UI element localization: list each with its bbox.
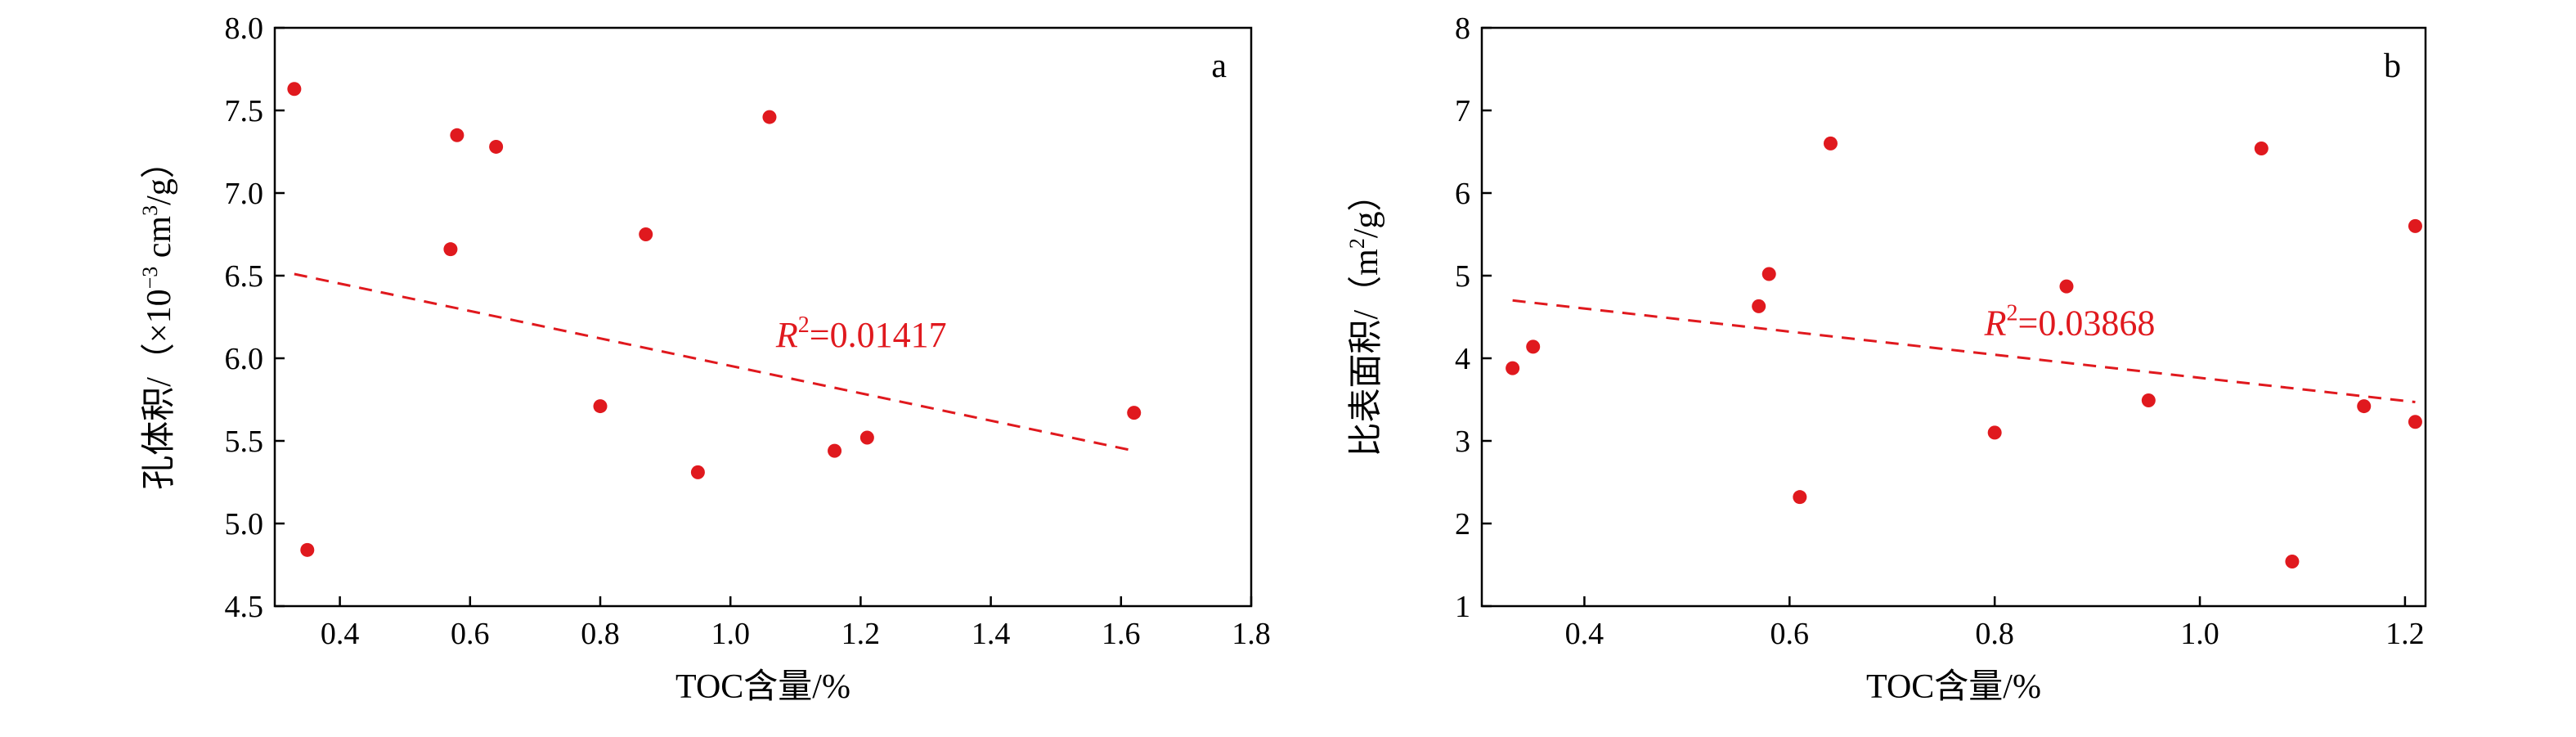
x-tick-label: 0.8 (1975, 617, 2014, 651)
x-tick-label: 0.6 (1770, 617, 1810, 651)
y-tick-label: 6 (1455, 177, 1470, 211)
x-tick-label: 1.0 (2180, 617, 2219, 651)
data-point (450, 128, 464, 142)
data-point (690, 465, 705, 479)
data-point (828, 443, 842, 458)
data-point (2285, 554, 2300, 568)
data-point (2059, 279, 2074, 294)
panel-label: a (1211, 47, 1227, 85)
y-tick-label: 7.5 (225, 94, 264, 128)
trendline (1512, 299, 2416, 404)
data-point (300, 542, 315, 557)
x-tick-label: 0.8 (581, 617, 620, 651)
x-axis-label: TOC含量/% (675, 668, 850, 706)
y-tick-label: 5 (1455, 259, 1470, 294)
r-squared-annotation: R2=0.01417 (775, 312, 947, 355)
y-tick-label: 7 (1455, 94, 1470, 128)
y-tick-label: 8 (1455, 11, 1470, 46)
data-point (1127, 406, 1142, 420)
data-point (2408, 218, 2422, 233)
chart-panel-b: 0.4 0.6 0.8 1.0 1.2 1 2 3 4 5 6 7 8 TOC含量/% 比表面积/（m2/g… (1345, 11, 2427, 706)
data-point (2408, 415, 2422, 429)
data-point (287, 82, 302, 97)
y-tick-label: 8.0 (225, 11, 264, 46)
panel-label: b (2384, 47, 2401, 85)
y-tick-label: 4.5 (225, 590, 264, 624)
x-tick-label: 1.6 (1102, 617, 1141, 651)
y-tick-label: 5.5 (225, 425, 264, 459)
x-tick-label: 1.8 (1232, 617, 1271, 651)
x-tick-label: 1.2 (2385, 617, 2425, 651)
x-tick-label: 1.4 (972, 617, 1011, 651)
data-point (2141, 393, 2156, 408)
x-tick-label: 1.0 (711, 617, 750, 651)
r-squared-annotation: R2=0.03868 (1984, 301, 2156, 344)
y-tick-label: 1 (1455, 590, 1470, 624)
y-tick-label: 6.5 (225, 259, 264, 294)
y-tick-label: 3 (1455, 425, 1470, 459)
data-point (1761, 267, 1776, 281)
x-axis-label: TOC含量/% (1866, 668, 2041, 706)
y-tick-label: 7.0 (225, 177, 264, 211)
y-axis-label: 比表面积/（m2/g） (1345, 177, 1385, 456)
plot-frame (1480, 26, 2427, 608)
data-point (859, 430, 874, 445)
data-point (1506, 361, 1520, 375)
data-point (639, 227, 653, 241)
x-tick-label: 0.4 (321, 617, 360, 651)
y-tick-label: 6.0 (225, 342, 264, 376)
data-point (2357, 399, 2372, 414)
data-point (443, 242, 458, 257)
y-tick-label: 5.0 (225, 507, 264, 542)
data-point (1793, 490, 1807, 505)
chart-panel-a: 0.4 0.6 0.8 1.0 1.2 1.4 1.6 1.8 4.5 5.0 5.5 6.0 6.5 7… (138, 11, 1271, 706)
data-point (1526, 339, 1541, 354)
data-point (1823, 136, 1838, 151)
data-point (1987, 425, 2002, 440)
data-point (2254, 141, 2269, 155)
data-point (762, 110, 777, 124)
x-tick-label: 0.4 (1565, 617, 1604, 651)
x-tick-label: 0.6 (451, 617, 490, 651)
plot-frame (273, 26, 1253, 608)
x-tick-label: 1.2 (841, 617, 881, 651)
y-axis-label: 孔体积/（×10−3 cm3/g） (138, 144, 178, 490)
trendline (294, 272, 1135, 452)
data-point (489, 139, 504, 154)
y-tick-label: 2 (1455, 507, 1470, 542)
data-point (593, 399, 608, 414)
data-point (1752, 299, 1766, 313)
y-tick-label: 4 (1455, 342, 1470, 376)
